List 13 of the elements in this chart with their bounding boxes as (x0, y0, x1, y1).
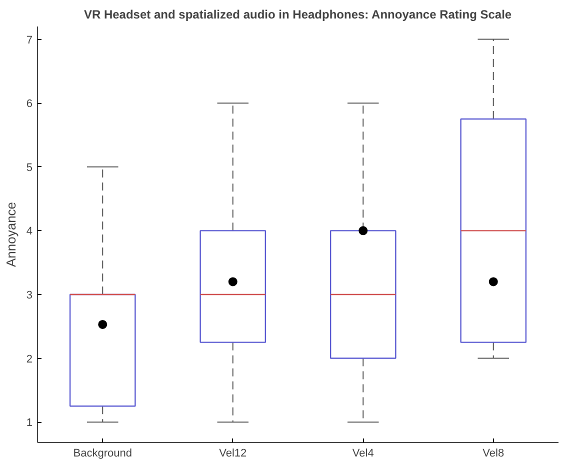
y-tick-label: 6 (26, 98, 33, 110)
y-tick-label: 2 (26, 353, 33, 366)
chart-title: VR Headset and spatialized audio in Headphones: Annoyance Rating Scale (84, 8, 512, 22)
y-tick-label: 5 (26, 162, 33, 174)
x-tick-label: Vel4 (352, 448, 374, 460)
x-tick-label: Vel8 (482, 448, 504, 460)
y-tick-label: 7 (26, 34, 33, 46)
y-axis-title: Annoyance (3, 202, 18, 268)
y-tick-label: 1 (26, 417, 33, 430)
y-tick-label: 4 (26, 226, 33, 238)
x-tick-label: Background (73, 448, 132, 460)
x-tick-label: Vel12 (219, 448, 247, 460)
y-tick-label: 3 (26, 289, 33, 302)
